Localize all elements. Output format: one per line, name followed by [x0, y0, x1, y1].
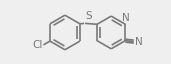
- Text: S: S: [85, 11, 92, 21]
- Text: N: N: [122, 13, 130, 23]
- Text: Cl: Cl: [33, 40, 43, 50]
- Text: N: N: [135, 37, 142, 47]
